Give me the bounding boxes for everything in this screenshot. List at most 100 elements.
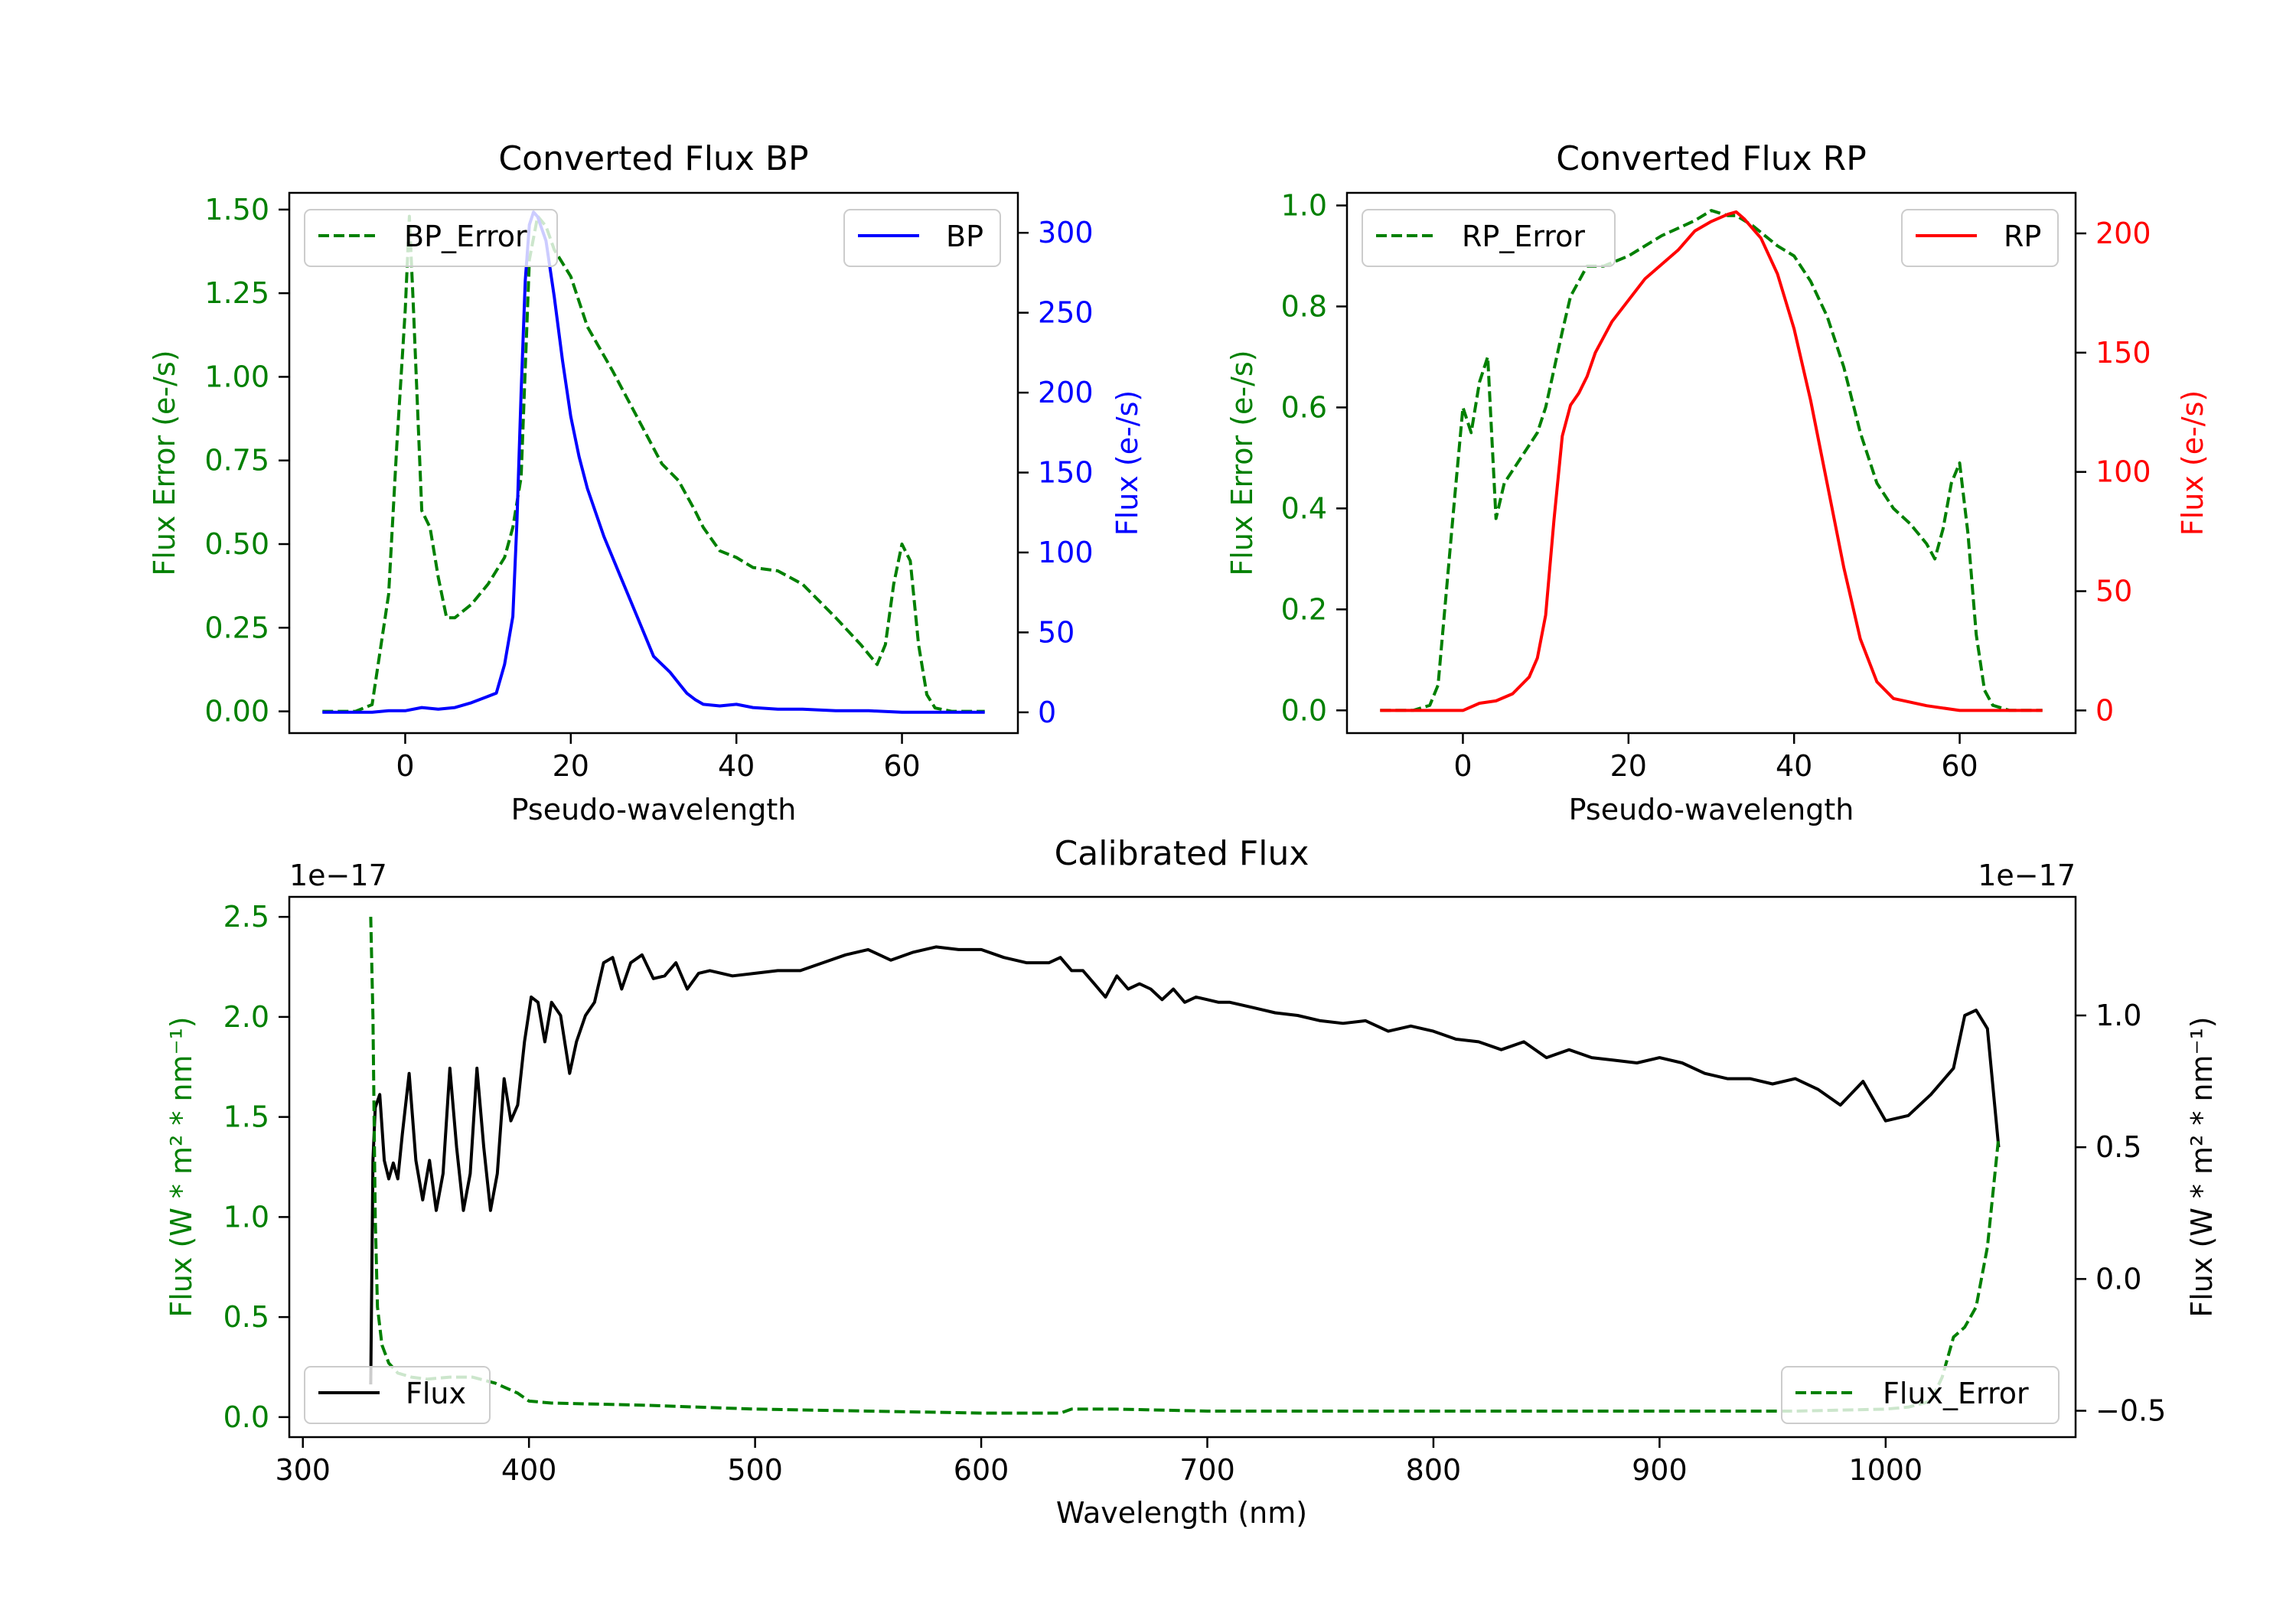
bp-legend-label: BP (946, 220, 983, 253)
rp-left-y-tick-label: 0.8 (1281, 289, 1327, 323)
rp-right-axis-label: Flux (e-/s) (2176, 390, 2210, 536)
bp-x-tick-label: 60 (883, 749, 920, 783)
calibrated-right-y-tick-label: 1.0 (2095, 999, 2141, 1032)
calibrated-ticks: 300 400 500 600 700 800 900 1000 0.0 0.5 1.0 1.5 2.0… (223, 900, 2167, 1487)
calibrated-error-legend: Flux_Error (1781, 1366, 2060, 1424)
rp-x-tick-label: 40 (1776, 749, 1812, 783)
bp-right-axis-label: Flux (e-/s) (1110, 390, 1144, 536)
calibrated-left-y-tick-label: 2.5 (223, 900, 269, 934)
calibrated-flux-legend-label: Flux (406, 1377, 466, 1410)
bp-right-y-tick-label: 0 (1038, 696, 1056, 729)
calibrated-right-axis-label: Flux (W * m² * nm⁻¹) (2185, 1016, 2219, 1317)
bp-left-axis-label: Flux Error (e-/s) (148, 350, 181, 575)
rp-axes-frame (1345, 191, 2077, 735)
rp-panel: Converted Flux RP 0 20 40 60 0.0 0.2 0.4 0.6 0.8… (1225, 139, 2210, 826)
rp-x-tick-label: 0 (1453, 749, 1472, 783)
rp-ticks: 0 20 40 60 0.0 0.2 0.4 0.6 0.8 1.0 0 50 100 150 200 (1281, 188, 2151, 783)
bp-right-y-tick-label: 150 (1038, 456, 1094, 490)
calibrated-error-legend-box (1781, 1366, 2060, 1424)
calibrated-x-tick-label: 900 (1632, 1453, 1688, 1487)
bp-x-axis-label: Pseudo-wavelength (511, 793, 797, 826)
bp-right-y-tick-label: 200 (1038, 376, 1094, 409)
calibrated-x-tick-label: 800 (1406, 1453, 1462, 1487)
rp-plot-area (1380, 209, 2043, 712)
calibrated-right-offset-label: 1e−17 (1978, 859, 2076, 892)
bp-right-y-tick-label: 300 (1038, 216, 1094, 249)
rp-error-legend: RP_Error (1362, 209, 1616, 267)
rp-left-axis-label: Flux Error (e-/s) (1225, 350, 1259, 575)
bp-error-legend: BP_Error (304, 209, 558, 267)
bp-x-tick-label: 0 (396, 749, 414, 783)
bp-right-y-tick-label: 250 (1038, 296, 1094, 330)
rp-error-legend-box (1362, 209, 1616, 267)
rp-right-y-tick-label: 150 (2095, 336, 2151, 370)
rp-right-y-tick-label: 0 (2095, 693, 2114, 727)
bp-left-y-tick-label: 0.00 (204, 695, 269, 729)
bp-right-y-tick-label: 50 (1038, 615, 1075, 649)
bp-plot-area (322, 210, 985, 714)
bp-left-y-tick-label: 0.75 (204, 444, 269, 478)
bp-title: Converted Flux BP (498, 139, 808, 178)
bp-axes-frame (288, 191, 1019, 735)
calibrated-error-legend-label: Flux_Error (1883, 1377, 2029, 1410)
rp-x-tick-label: 60 (1941, 749, 1978, 783)
bp-error-legend-box (304, 209, 558, 267)
bp-series-bp-error (322, 214, 985, 713)
calibrated-panel: Calibrated Flux 300 400 500 600 700 800 900 100… (165, 834, 2219, 1530)
bp-ticks: 0 20 40 60 0.00 0.25 0.50 0.75 1.00 1.25 1.50 0 50 10… (204, 193, 1093, 783)
bp-right-y-tick-label: 100 (1038, 536, 1094, 569)
calibrated-left-offset-label: 1e−17 (289, 859, 387, 892)
bp-left-y-tick-label: 1.50 (204, 193, 269, 227)
calibrated-x-axis-label: Wavelength (nm) (1056, 1496, 1307, 1530)
calibrated-right-y-tick-label: −0.5 (2095, 1394, 2166, 1428)
rp-legend: RP (1901, 209, 2059, 267)
bp-left-y-tick-label: 1.25 (204, 276, 269, 310)
calibrated-left-axis-label: Flux (W * m² * nm⁻¹) (165, 1016, 198, 1317)
rp-legend-label: RP (2004, 220, 2041, 253)
calibrated-left-y-tick-label: 1.0 (223, 1200, 269, 1234)
rp-x-tick-label: 20 (1610, 749, 1647, 783)
calibrated-flux-legend-box (304, 1366, 491, 1424)
calibrated-left-y-tick-label: 1.5 (223, 1100, 269, 1134)
rp-x-axis-label: Pseudo-wavelength (1569, 793, 1854, 826)
rp-series-rp (1380, 210, 2043, 712)
rp-legend-box (1901, 209, 2059, 267)
rp-left-y-tick-label: 0.6 (1281, 390, 1327, 424)
calibrated-title: Calibrated Flux (1055, 834, 1309, 873)
bp-left-y-tick-label: 0.50 (204, 527, 269, 561)
calibrated-series-flux (369, 945, 2001, 1385)
bp-panel: Converted Flux BP 0 20 40 60 0.00 0.25 0.50 0.7… (148, 139, 1144, 826)
bp-left-y-tick-label: 1.00 (204, 360, 269, 393)
rp-error-legend-label: RP_Error (1462, 220, 1585, 253)
calibrated-left-y-tick-label: 0.5 (223, 1300, 269, 1334)
rp-left-y-tick-label: 0.0 (1281, 693, 1327, 727)
bp-legend-box (843, 209, 1001, 267)
rp-right-y-tick-label: 200 (2095, 217, 2151, 250)
calibrated-flux-legend: Flux (304, 1366, 491, 1424)
calibrated-x-tick-label: 300 (275, 1453, 331, 1487)
calibrated-x-tick-label: 400 (501, 1453, 557, 1487)
rp-left-y-tick-label: 0.4 (1281, 491, 1327, 525)
bp-x-tick-label: 20 (553, 749, 589, 783)
calibrated-x-tick-label: 600 (954, 1453, 1009, 1487)
rp-left-y-tick-label: 1.0 (1281, 188, 1327, 222)
bp-error-legend-label: BP_Error (404, 220, 527, 253)
bp-x-tick-label: 40 (718, 749, 755, 783)
rp-right-y-tick-label: 100 (2095, 455, 2151, 489)
calibrated-right-y-tick-label: 0.0 (2095, 1262, 2141, 1296)
calibrated-x-tick-label: 700 (1179, 1453, 1235, 1487)
calibrated-left-y-tick-label: 0.0 (223, 1400, 269, 1434)
calibrated-left-y-tick-label: 2.0 (223, 1000, 269, 1034)
calibrated-axes-frame (288, 895, 2077, 1439)
bp-left-y-tick-label: 0.25 (204, 611, 269, 644)
bp-series-bp (322, 210, 985, 714)
calibrated-right-y-tick-label: 0.5 (2095, 1130, 2141, 1164)
calibrated-x-tick-label: 1000 (1848, 1453, 1923, 1487)
calibrated-x-tick-label: 500 (727, 1453, 783, 1487)
bp-legend: BP (843, 209, 1001, 267)
rp-title: Converted Flux RP (1556, 139, 1867, 178)
rp-left-y-tick-label: 0.2 (1281, 592, 1327, 626)
rp-series-rp-error (1380, 209, 2043, 712)
rp-right-y-tick-label: 50 (2095, 575, 2132, 608)
